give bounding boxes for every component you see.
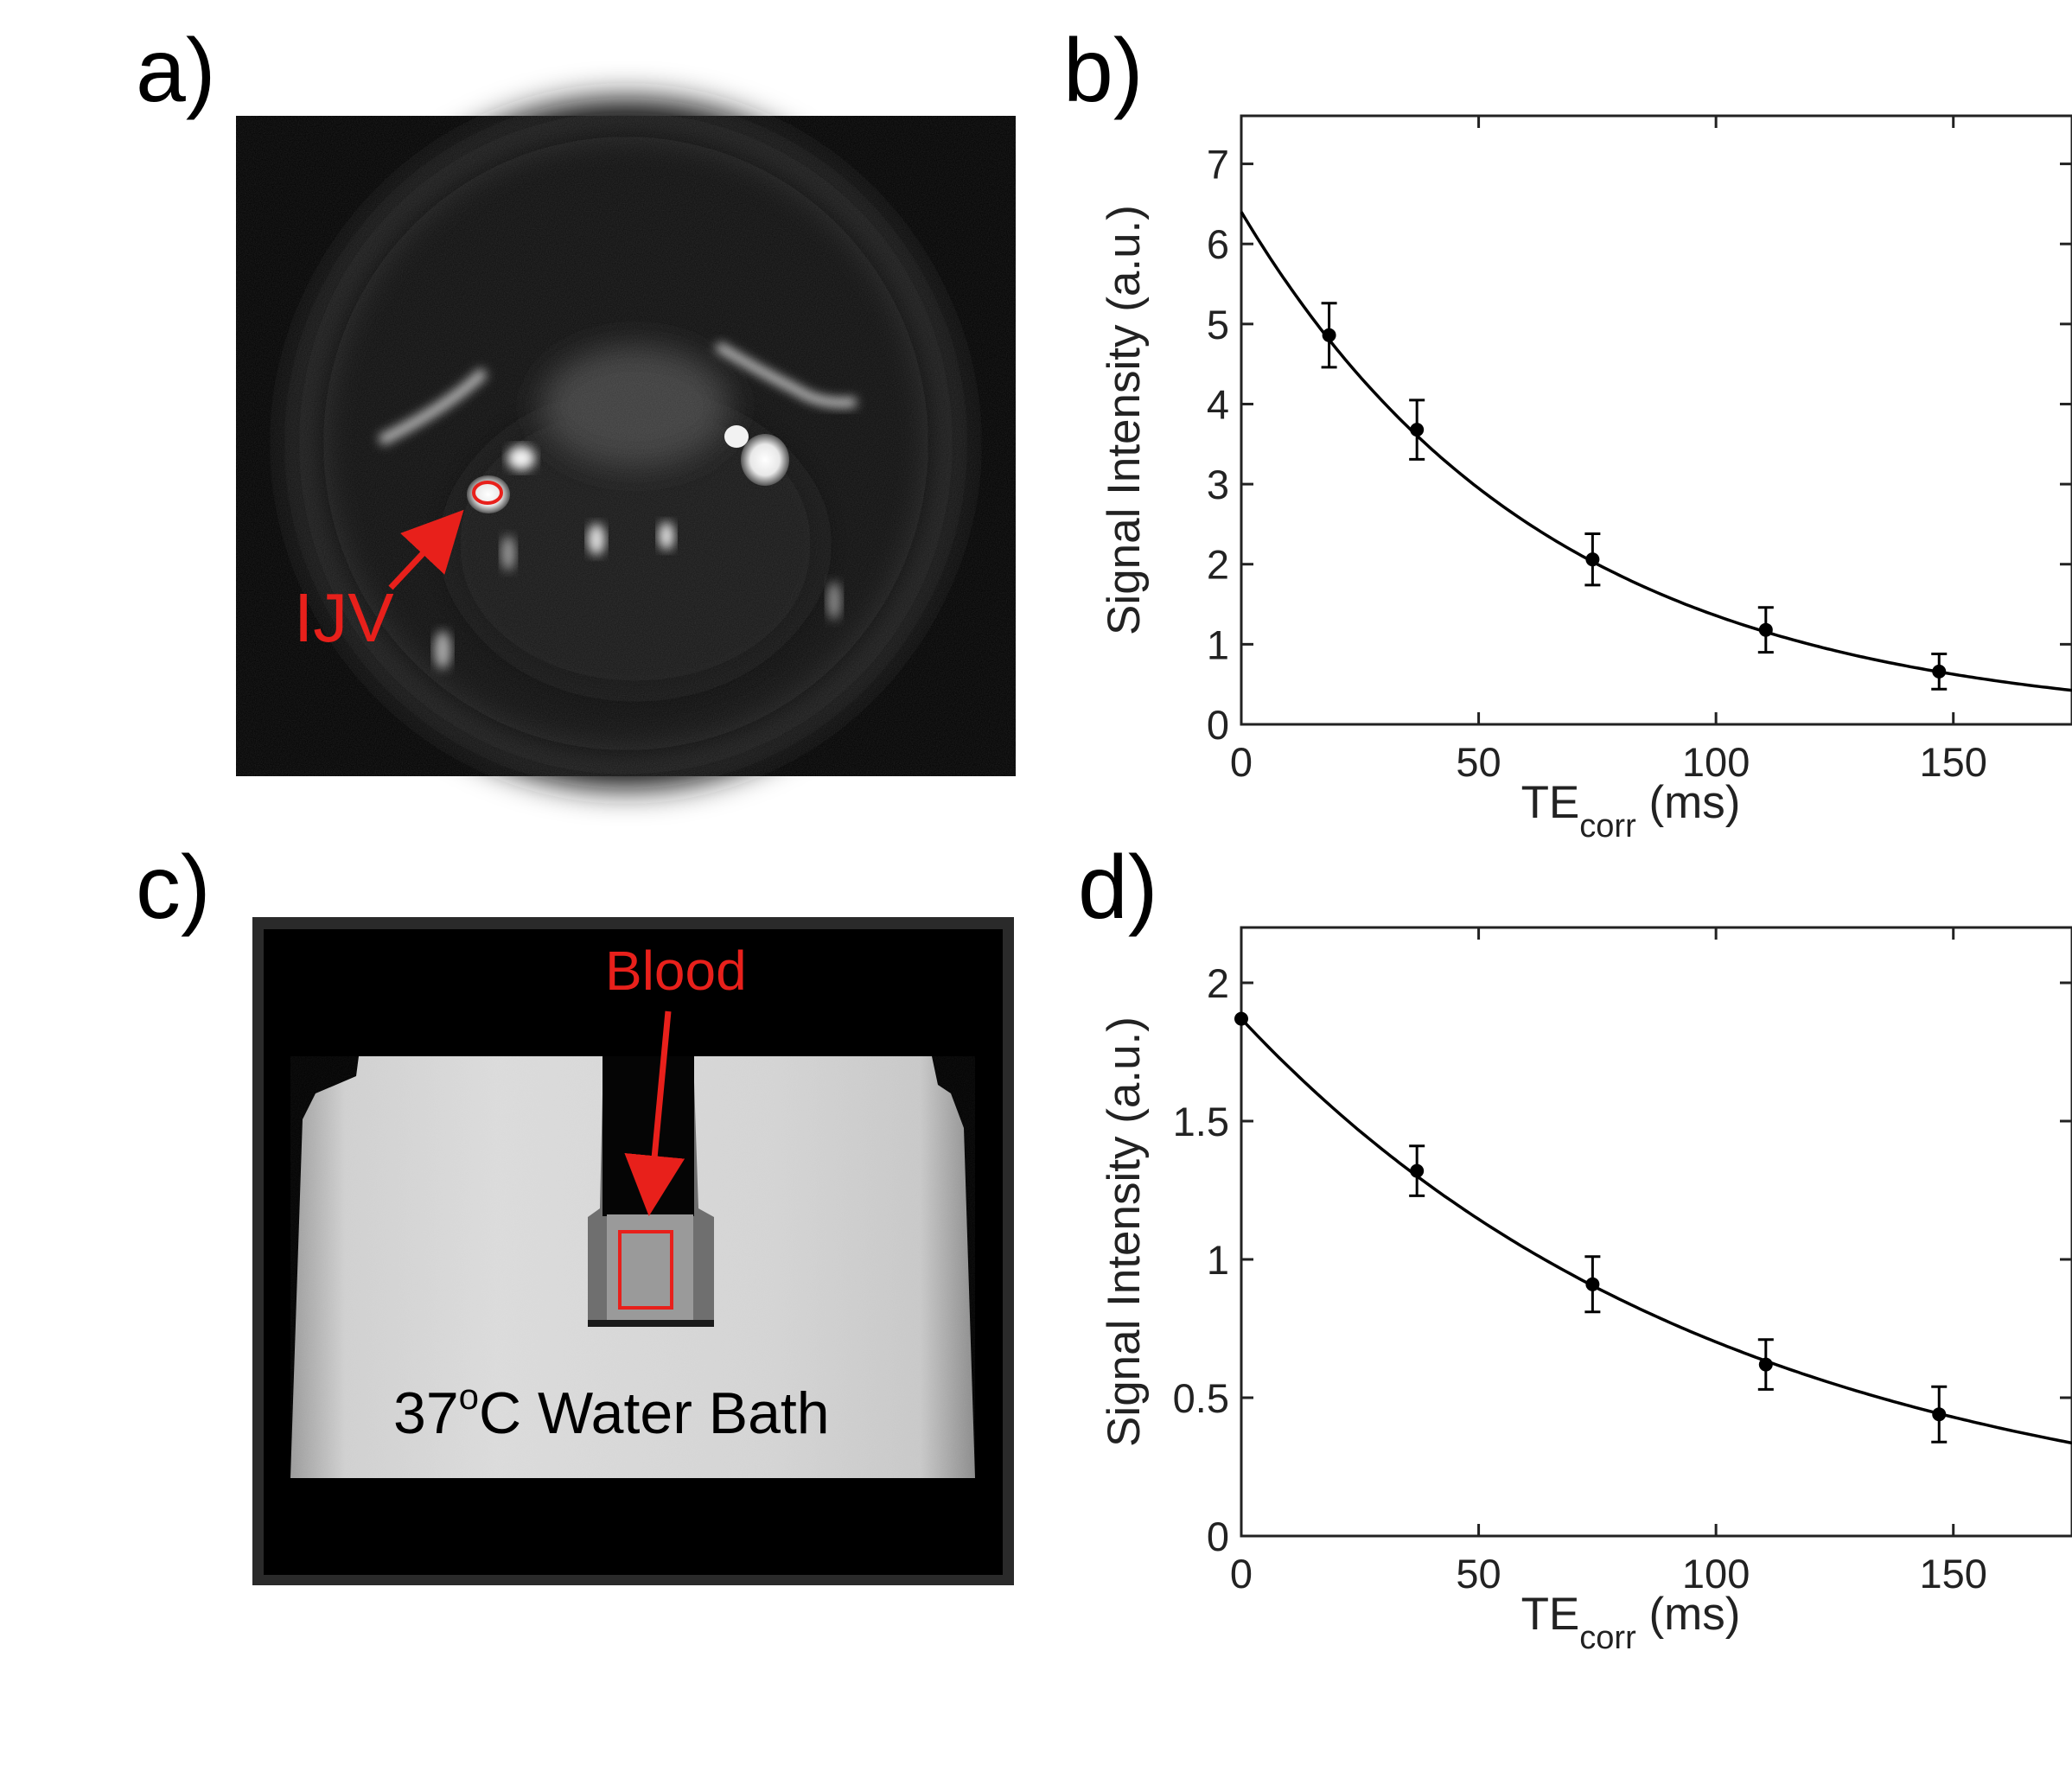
blood-roi-box	[618, 1230, 673, 1310]
y-tick-label: 1	[1207, 1237, 1229, 1283]
water-bath-image: Blood 37oC Water Bath	[252, 917, 1014, 1585]
data-point	[1932, 1407, 1947, 1422]
x-axis-title-unit: (ms)	[1636, 1589, 1741, 1640]
y-axis-title: Signal Intensity (a.u.)	[1099, 1017, 1150, 1447]
y-tick-label: 4	[1207, 381, 1229, 427]
blood-arrow	[624, 1010, 685, 1216]
mri-neck-image: IJV	[236, 98, 1016, 789]
data-point	[1410, 423, 1425, 437]
x-axis-title: TEcorr (ms)	[1521, 1589, 1741, 1656]
panel-label-c: c)	[136, 838, 211, 938]
x-axis-title-sub: corr	[1579, 1620, 1636, 1656]
panel-label-a: a)	[136, 21, 216, 121]
data-point	[1758, 1357, 1773, 1372]
chart-b: 0 50 100 150 0 1 2 3 4 5 6 7 TEcorr (ms) Signal Inten…	[1099, 114, 2072, 845]
fit-curve	[1240, 1017, 2072, 1445]
x-tick-label: 100	[1682, 1551, 1750, 1597]
x-axis-title-unit: (ms)	[1636, 777, 1741, 828]
x-tick-label: 50	[1456, 739, 1501, 785]
water-bath-label-number: 37	[393, 1380, 459, 1446]
blood-label: Blood	[605, 940, 747, 1002]
water-bath-label: 37oC Water Bath	[393, 1376, 830, 1446]
data-point	[1234, 1011, 1248, 1026]
water-bath-label-text: C Water Bath	[479, 1380, 830, 1446]
plot-box	[1240, 926, 2072, 1538]
data-point	[1932, 664, 1947, 679]
x-tick-label: 0	[1230, 1551, 1253, 1597]
y-tick-label: 0.5	[1173, 1375, 1229, 1421]
x-axis-title: TEcorr (ms)	[1521, 777, 1741, 845]
y-tick-label: 1.5	[1173, 1099, 1229, 1144]
y-tick-label: 2	[1207, 960, 1229, 1006]
ijv-label: IJV	[294, 579, 394, 656]
x-axis-title-main: TE	[1521, 1589, 1580, 1640]
y-tick-label: 2	[1207, 542, 1229, 588]
data-point	[1758, 622, 1773, 637]
y-tick-label: 1	[1207, 621, 1229, 667]
y-tick-label: 6	[1207, 221, 1229, 267]
plot-box	[1240, 114, 2072, 726]
y-tick-label: 0	[1207, 702, 1229, 748]
y-tick-label: 3	[1207, 462, 1229, 507]
y-tick-label: 7	[1207, 142, 1229, 188]
fit-curve	[1240, 211, 2072, 692]
data-point	[1585, 552, 1600, 567]
x-tick-label: 150	[1920, 739, 1987, 785]
water-bath-label-degree: o	[459, 1376, 479, 1417]
chart-d: 0 50 100 150 0 0.5 1 1.5 2 TEcorr (ms) Signal Inte…	[1099, 926, 2072, 1656]
panel-label-d: d)	[1078, 838, 1158, 938]
x-tick-label: 150	[1920, 1551, 1987, 1597]
panel-label-b: b)	[1063, 21, 1144, 121]
x-tick-label: 0	[1230, 739, 1253, 785]
x-axis-title-sub: corr	[1579, 808, 1636, 845]
y-tick-label: 0	[1207, 1514, 1229, 1559]
x-tick-label: 100	[1682, 739, 1750, 785]
x-tick-label: 50	[1456, 1551, 1501, 1597]
data-point	[1585, 1277, 1600, 1291]
data-point	[1410, 1163, 1425, 1178]
ijv-roi-outline	[472, 481, 503, 505]
ijv-arrow	[388, 509, 464, 590]
data-point	[1322, 328, 1336, 342]
x-axis-title-main: TE	[1521, 777, 1580, 828]
y-tick-label: 5	[1207, 302, 1229, 347]
y-axis-title: Signal Intensity (a.u.)	[1099, 205, 1150, 635]
